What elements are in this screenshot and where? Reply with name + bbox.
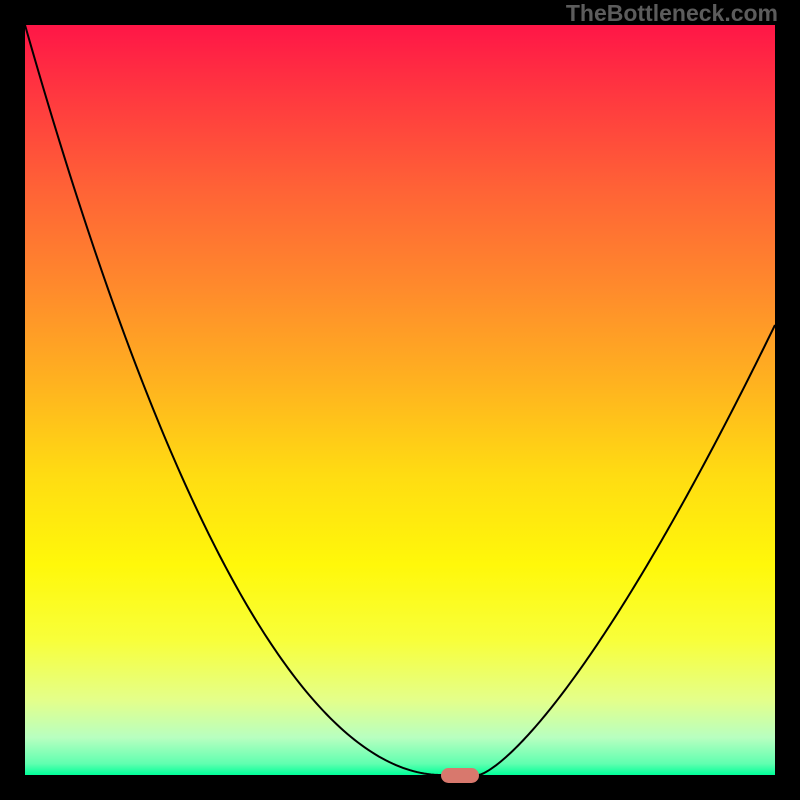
chart-stage: TheBottleneck.com: [0, 0, 800, 800]
bottleneck-curve-chart: [0, 0, 800, 800]
watermark-text: TheBottleneck.com: [566, 0, 778, 27]
gradient-background: [25, 25, 775, 775]
minimum-marker: [441, 768, 479, 783]
